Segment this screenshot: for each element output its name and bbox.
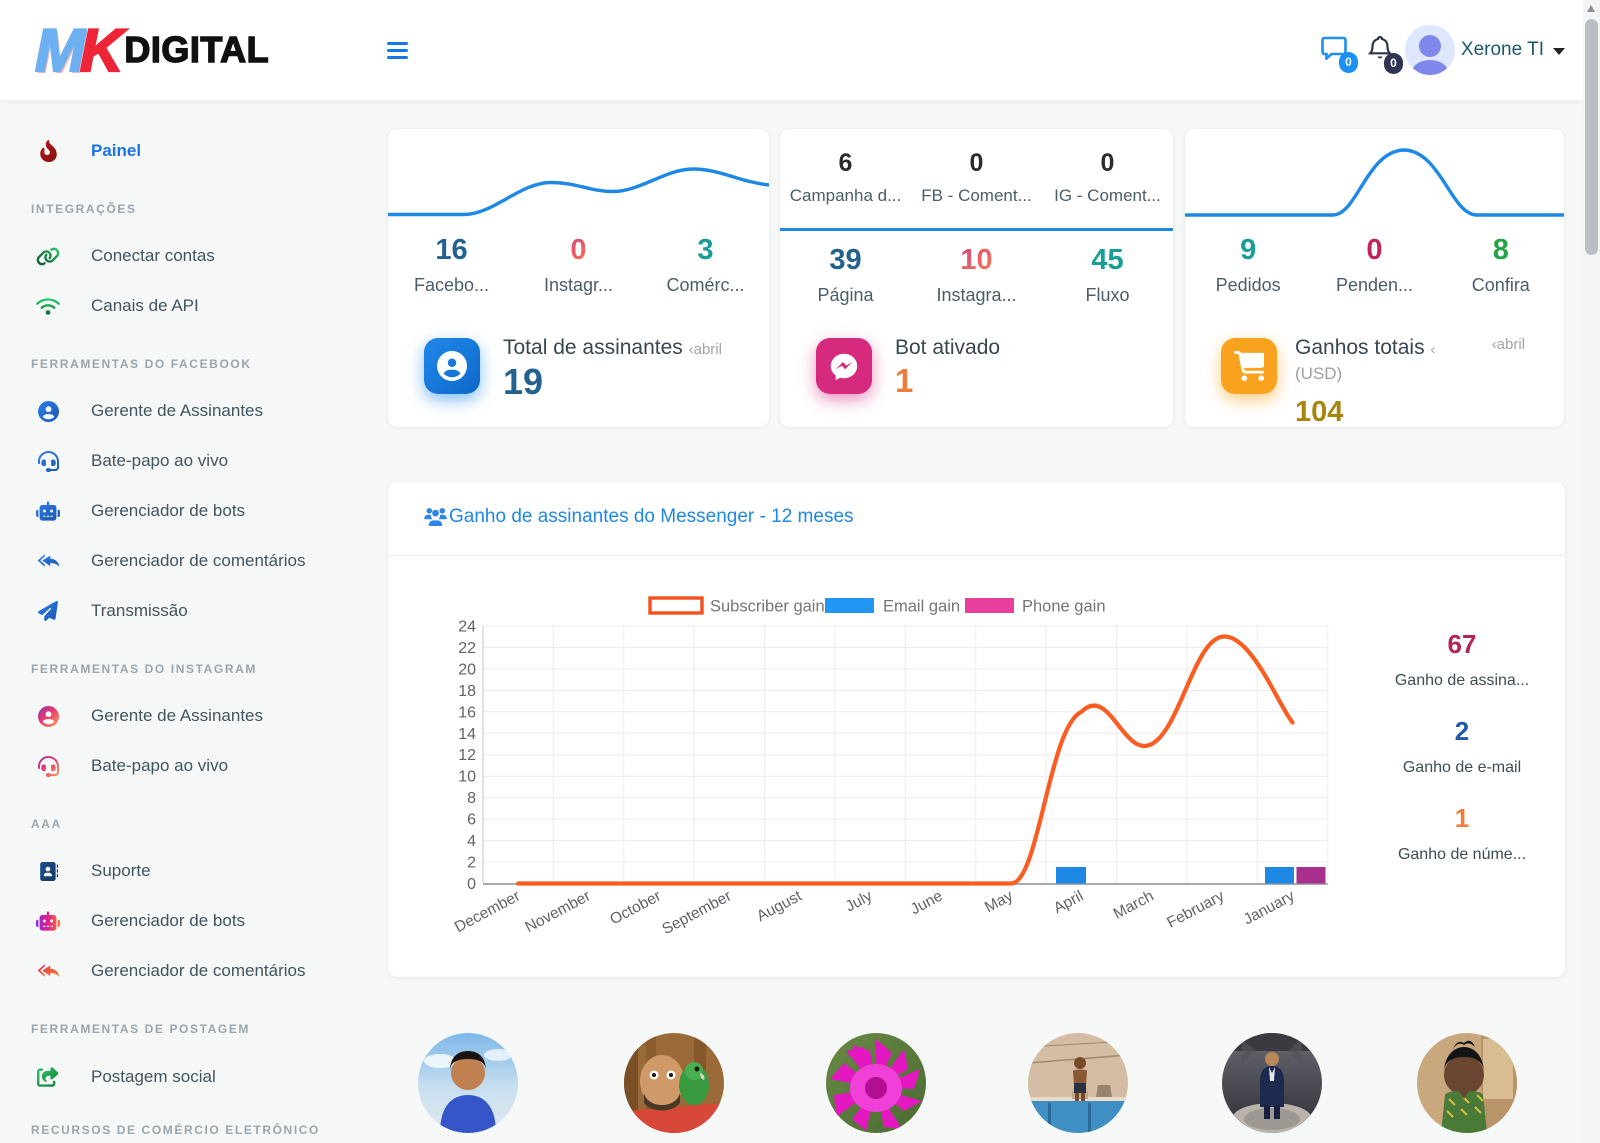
svg-text:September: September <box>659 888 734 939</box>
svg-text:Email gain: Email gain <box>883 598 960 616</box>
svg-text:12: 12 <box>458 747 476 764</box>
svg-text:October: October <box>607 888 664 929</box>
svg-text:4: 4 <box>467 833 476 850</box>
svg-text:2: 2 <box>467 855 476 872</box>
svg-text:March: March <box>1111 888 1157 923</box>
svg-text:0: 0 <box>467 876 476 893</box>
svg-text:Subscriber gain: Subscriber gain <box>710 598 825 616</box>
svg-text:January: January <box>1241 887 1298 928</box>
svg-text:February: February <box>1164 887 1227 931</box>
svg-text:22: 22 <box>458 640 476 657</box>
svg-text:August: August <box>754 887 805 925</box>
svg-text:Phone gain: Phone gain <box>1022 598 1106 616</box>
svg-text:April: April <box>1051 888 1086 918</box>
svg-text:8: 8 <box>467 790 476 807</box>
svg-text:6: 6 <box>467 812 476 829</box>
svg-text:20: 20 <box>458 661 476 678</box>
svg-text:June: June <box>908 888 946 919</box>
svg-text:18: 18 <box>458 683 476 700</box>
svg-text:November: November <box>522 888 593 937</box>
svg-text:July: July <box>843 887 876 915</box>
svg-text:10: 10 <box>458 769 476 786</box>
svg-text:May: May <box>982 887 1016 916</box>
svg-text:16: 16 <box>458 704 476 721</box>
svg-text:December: December <box>452 888 523 937</box>
svg-text:24: 24 <box>458 619 476 636</box>
svg-text:14: 14 <box>458 726 476 743</box>
